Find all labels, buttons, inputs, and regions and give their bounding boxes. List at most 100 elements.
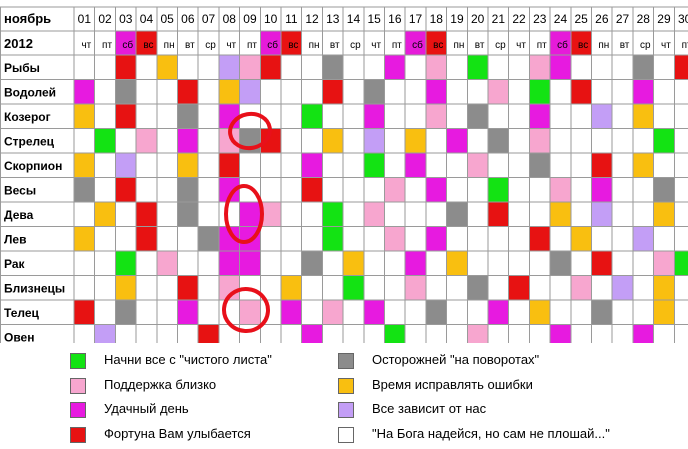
day-cell [218, 177, 240, 202]
day-cell [115, 300, 137, 325]
day-cell [74, 226, 95, 251]
day-cell [363, 128, 385, 153]
day-cell [94, 202, 116, 227]
day-cell [653, 177, 675, 202]
day-number: 12 [305, 12, 319, 26]
day-cell [425, 104, 447, 129]
day-cell [570, 79, 592, 104]
weekend-header-cell [425, 31, 447, 55]
day-number: 13 [326, 12, 340, 26]
day-of-week: чт [81, 40, 91, 51]
weekend-header-cell [260, 31, 281, 55]
day-number: 28 [637, 12, 651, 26]
day-cell [218, 251, 240, 276]
day-cell [177, 202, 199, 227]
sign-name: Скорпион [4, 159, 62, 173]
day-number: 30 [678, 12, 688, 26]
sign-name: Близнецы [4, 282, 65, 296]
day-cell [239, 79, 261, 104]
day-of-week: пт [682, 40, 688, 51]
day-cell [446, 202, 468, 227]
day-cell [405, 128, 426, 153]
day-number: 19 [450, 12, 464, 26]
day-cell [529, 55, 551, 80]
day-cell [632, 104, 654, 129]
day-cell [632, 226, 654, 251]
sign-name: Козерог [4, 110, 51, 124]
day-cell [239, 251, 261, 276]
day-cell [177, 79, 199, 104]
day-cell [467, 104, 488, 129]
day-cell [94, 128, 116, 153]
day-of-week: чт [226, 40, 236, 51]
day-cell [115, 275, 137, 300]
day-cell [301, 177, 323, 202]
day-cell [488, 300, 509, 325]
day-cell [653, 202, 675, 227]
day-cell [301, 251, 323, 276]
legend-label: Осторожней "на поворотах" [372, 352, 540, 367]
day-of-week: вс [433, 40, 443, 51]
day-cell [425, 300, 447, 325]
sign-name: Телец [4, 306, 40, 320]
day-number: 08 [223, 12, 237, 26]
day-of-week: пт [247, 40, 257, 51]
day-number: 20 [471, 12, 485, 26]
legend-swatch [338, 353, 354, 369]
day-cell [322, 202, 344, 227]
day-cell [632, 324, 654, 343]
legend-label: "На Бога надейся, но сам не плошай..." [372, 426, 610, 441]
day-cell [115, 79, 137, 104]
annotation-circle [228, 111, 272, 151]
day-cell [281, 300, 302, 325]
day-number: 27 [616, 12, 630, 26]
day-cell [508, 275, 530, 300]
day-cell [591, 251, 613, 276]
day-cell [550, 55, 571, 80]
day-cell [529, 79, 551, 104]
day-cell [550, 202, 571, 227]
annotation-circle [222, 286, 270, 334]
day-cell [529, 104, 551, 129]
day-cell [218, 104, 240, 129]
day-cell [177, 177, 199, 202]
day-number: 09 [243, 12, 257, 26]
legend-swatch [338, 378, 354, 394]
day-cell [405, 153, 426, 178]
day-of-week: вт [620, 40, 630, 51]
day-cell [218, 55, 240, 80]
day-number: 14 [347, 12, 361, 26]
sign-name: Водолей [4, 86, 56, 100]
day-cell [301, 104, 323, 129]
day-cell [239, 300, 261, 325]
day-cell [115, 177, 137, 202]
horoscope-calendar: ноябрь201201чт02пт03сб04вс05пн06вт07ср08… [0, 6, 688, 343]
day-cell [301, 324, 323, 343]
day-number: 29 [657, 12, 671, 26]
day-number: 15 [367, 12, 381, 26]
sign-name: Дева [4, 208, 34, 222]
day-cell [425, 55, 447, 80]
day-cell [218, 128, 240, 153]
day-of-week: сб [557, 39, 568, 51]
day-of-week: пн [598, 40, 609, 51]
legend-swatch [338, 427, 354, 443]
legend: Начни все с "чистого листа" Поддержка бл… [0, 343, 688, 449]
day-cell [591, 153, 613, 178]
day-cell [218, 226, 240, 251]
weekend-header-cell [570, 31, 592, 55]
day-of-week: чт [371, 40, 381, 51]
annotation-circle [224, 184, 264, 244]
day-of-week: пт [102, 40, 112, 51]
day-cell [281, 275, 302, 300]
day-cell [653, 300, 675, 325]
day-number: 21 [492, 12, 506, 26]
day-cell [177, 128, 199, 153]
legend-swatch [338, 402, 354, 418]
year-label: 2012 [4, 36, 33, 51]
weekend-header-cell [281, 31, 302, 55]
day-number: 17 [409, 12, 423, 26]
day-cell [632, 55, 654, 80]
day-cell [570, 275, 592, 300]
day-cell [467, 275, 488, 300]
